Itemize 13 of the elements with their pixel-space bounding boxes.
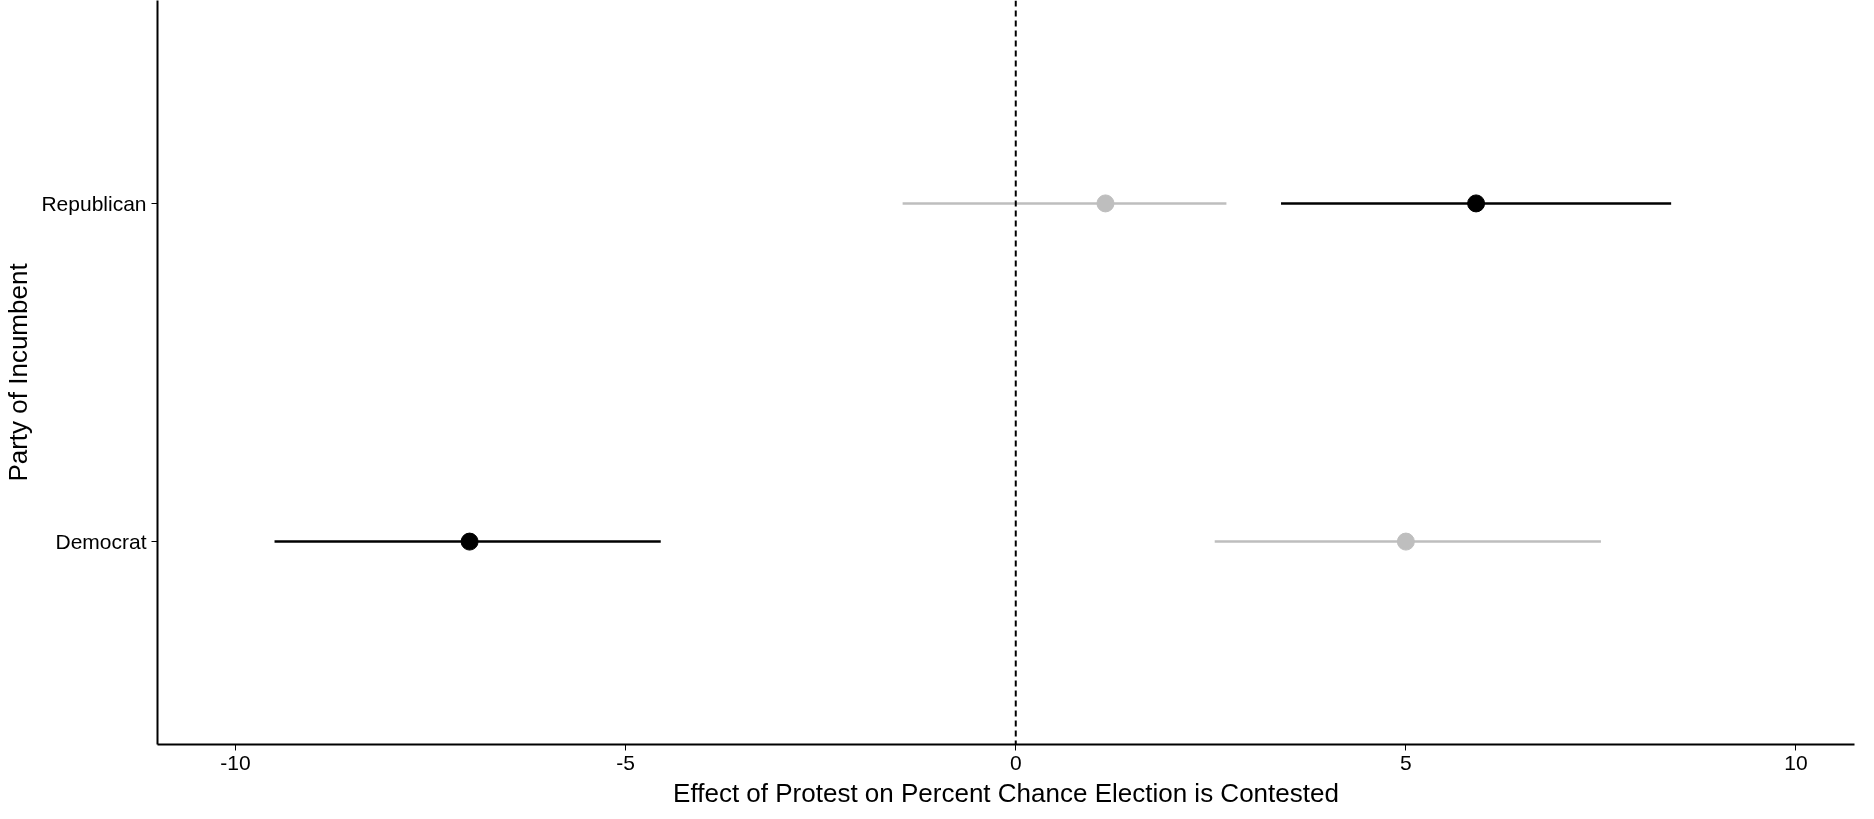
x-tick-label: -5 [616,750,635,774]
point [1096,194,1115,213]
x-tick-label: 5 [1400,750,1412,774]
point [1467,194,1486,213]
x-tick-label: -10 [220,750,251,774]
y-tick-label: Democrat [55,530,147,554]
y-tick-label: Republican [41,191,147,215]
x-tick-label: 0 [1009,750,1022,774]
y-axis-title: Party of Incumbent [3,262,34,482]
x-axis-title: Effect of Protest on Percent Chance Election is Contested [673,777,1339,808]
point [1396,532,1415,551]
x-tick-label: 10 [1784,750,1808,774]
point [460,532,479,551]
